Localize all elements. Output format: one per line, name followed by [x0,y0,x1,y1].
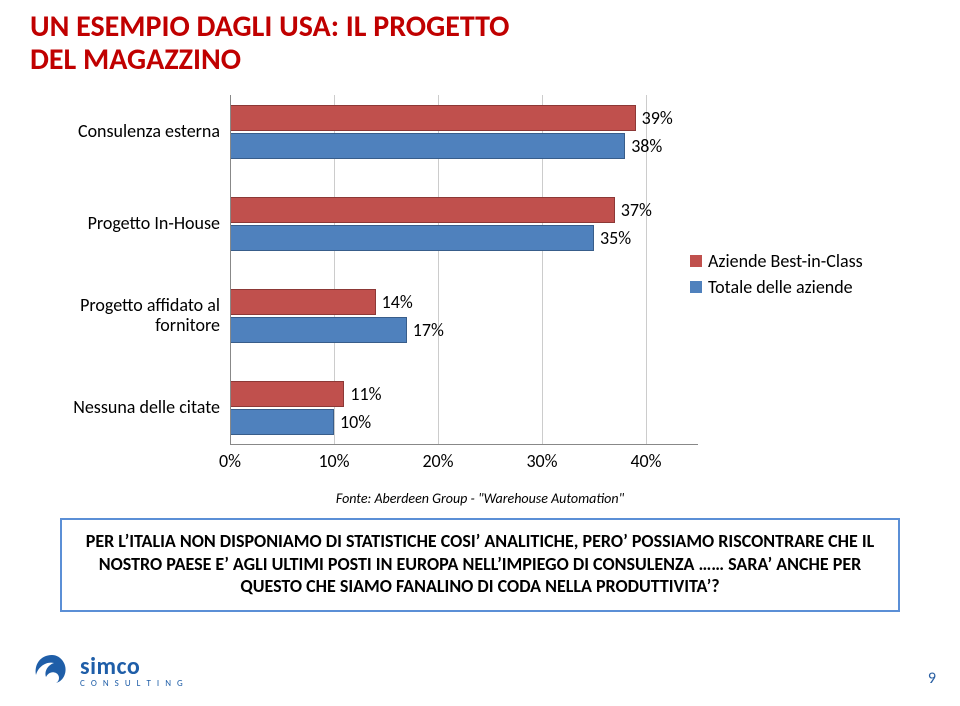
bar [230,381,344,407]
y-axis-line [230,95,231,445]
x-tick-label: 10% [318,450,349,472]
source-text: Fonte: Aberdeen Group - "Warehouse Autom… [0,490,960,507]
category-label: Progetto In-House [30,214,220,234]
category-label: Nessuna delle citate [30,398,220,418]
legend-swatch [690,281,702,293]
footer-sub: C O N S U L T I N G [80,679,185,688]
legend-swatch [690,255,702,267]
bar [230,409,334,435]
bar [230,289,376,315]
legend-item: Totale delle aziende [690,276,863,298]
category-label: Consulenza esterna [30,122,220,142]
bar-value-label: 14% [382,289,413,315]
category-label: Progetto affidato alfornitore [30,296,220,336]
bar-value-label: 37% [621,197,652,223]
bar-value-label: 38% [631,133,662,159]
slide: UN ESEMPIO DAGLI USA: IL PROGETTO DEL MA… [0,0,960,706]
logo-swirl-icon [30,651,74,691]
x-tick-label: 40% [630,450,661,472]
footer-logo: simco C O N S U L T I N G [30,651,185,691]
page-number: 9 [928,669,936,688]
bar [230,197,615,223]
bar [230,225,594,251]
title-line2: DEL MAGAZZINO [30,41,241,78]
bar-value-label: 35% [600,225,631,251]
title-line1: UN ESEMPIO DAGLI USA: IL PROGETTO [30,8,509,45]
bar-value-label: 10% [340,409,371,435]
legend-label: Totale delle aziende [708,276,853,298]
bar [230,133,625,159]
footer-brand: simco [80,655,185,679]
plot-area: 39%38% 37%35% 14%17% 11%10% [230,95,698,445]
x-tick-label: 20% [422,450,453,472]
bar-value-label: 39% [642,105,673,131]
bar [230,317,407,343]
footer-text: simco C O N S U L T I N G [80,655,185,688]
bar-value-label: 11% [350,381,381,407]
callout-box: PER L’ITALIA NON DISPONIAMO DI STATISTIC… [60,518,900,612]
x-tick-label: 30% [526,450,557,472]
bar [230,105,636,131]
title: UN ESEMPIO DAGLI USA: IL PROGETTO DEL MA… [30,10,509,76]
bar-value-label: 17% [413,317,444,343]
x-tick-label: 0% [219,450,241,472]
legend-item: Aziende Best-in-Class [690,250,863,272]
legend-label: Aziende Best-in-Class [708,250,863,272]
legend: Aziende Best-in-Class Totale delle aziend… [690,250,863,302]
y-axis-labels: Consulenza esterna Progetto In-House Proge… [30,95,220,445]
